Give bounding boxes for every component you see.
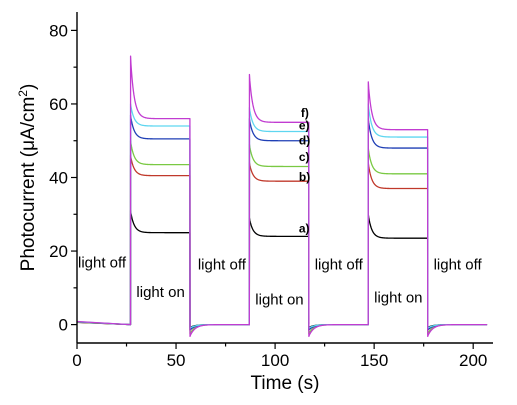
x-tick-label: 50 bbox=[167, 351, 186, 370]
ticks-layer: 0 50 100 150 200 0 20 40 60 80 bbox=[49, 21, 487, 370]
y-tick-label: 20 bbox=[49, 242, 68, 261]
series-label: e) bbox=[299, 119, 310, 133]
x-tick-label: 150 bbox=[360, 351, 388, 370]
light-state-annotation: light off bbox=[434, 256, 483, 273]
x-tick-label: 200 bbox=[459, 351, 487, 370]
light-state-annotation: light off bbox=[198, 256, 247, 273]
y-axis-title: Photocurrent (μA/cm2) bbox=[16, 84, 39, 272]
light-state-annotation: light off bbox=[315, 256, 364, 273]
series-label: f) bbox=[301, 106, 309, 120]
y-axis-title-superscript: 2 bbox=[16, 90, 30, 97]
y-tick-label: 80 bbox=[49, 21, 68, 40]
series-label: d) bbox=[299, 133, 310, 147]
light-state-annotation: light on bbox=[374, 290, 422, 307]
series-line-f bbox=[76, 55, 488, 338]
series-label: c) bbox=[299, 150, 310, 164]
x-axis-title: Time (s) bbox=[251, 373, 320, 394]
y-tick-label: 40 bbox=[49, 169, 68, 188]
light-state-annotation: light on bbox=[136, 284, 184, 301]
series-layer bbox=[76, 55, 488, 338]
y-tick-label: 60 bbox=[49, 95, 68, 114]
annotations-layer: light off light on light off light on light … bbox=[78, 255, 483, 309]
series-label: b) bbox=[299, 170, 310, 184]
y-tick-label: 0 bbox=[59, 316, 68, 335]
series-line-a bbox=[76, 209, 488, 329]
y-axis-title-end: ) bbox=[18, 84, 39, 90]
light-state-annotation: light off bbox=[78, 255, 127, 272]
light-state-annotation: light on bbox=[255, 291, 303, 308]
y-axis-title-main: Photocurrent (μA/cm bbox=[18, 97, 39, 272]
series-labels-layer: f)e)d) c) b) a) bbox=[299, 106, 310, 236]
x-tick-label: 0 bbox=[72, 351, 81, 370]
x-tick-label: 100 bbox=[261, 351, 289, 370]
series-label: a) bbox=[299, 222, 310, 236]
